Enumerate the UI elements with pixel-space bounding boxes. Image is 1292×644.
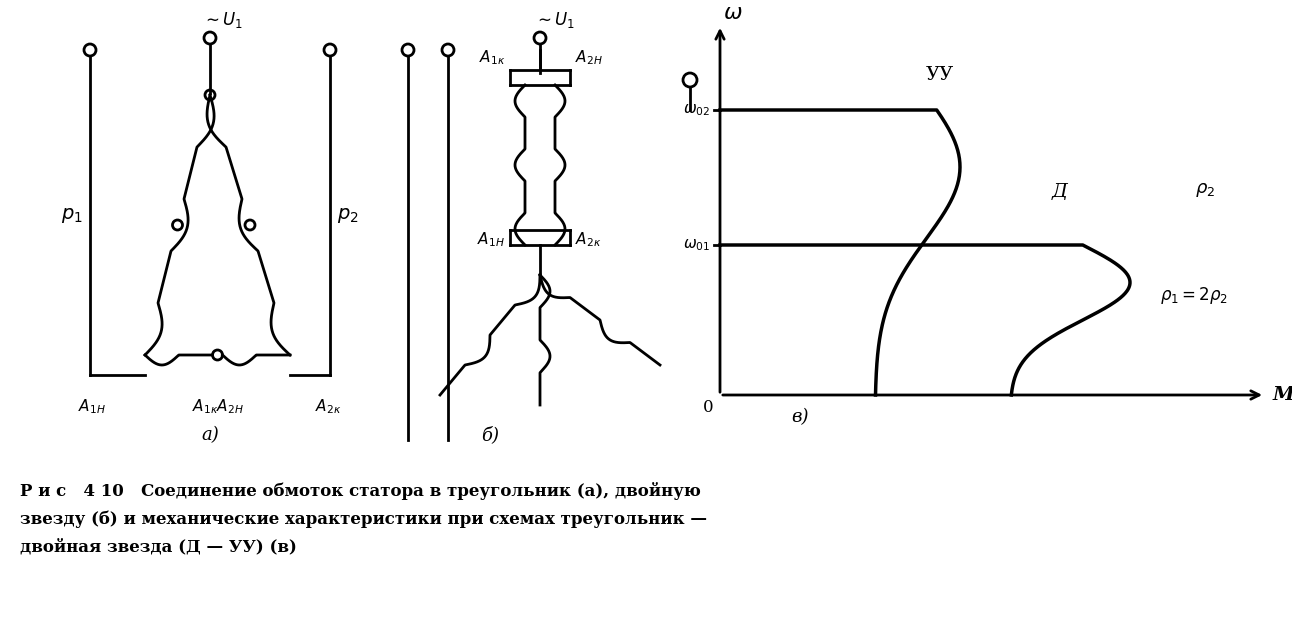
Text: в): в) — [791, 408, 809, 426]
Text: $A_{2H}$: $A_{2H}$ — [575, 48, 603, 67]
Text: $A_{1H}$: $A_{1H}$ — [477, 231, 505, 249]
Text: $p_2$: $p_2$ — [337, 205, 359, 225]
Text: $\rho_1{=}2\rho_2$: $\rho_1{=}2\rho_2$ — [1160, 285, 1229, 305]
Text: $p_1$: $p_1$ — [61, 205, 83, 225]
Text: Р и с   4 10   Соединение обмоток статора в треугольник (а), двойную: Р и с 4 10 Соединение обмоток статора в … — [19, 482, 700, 500]
Text: 0: 0 — [703, 399, 713, 415]
Text: Д: Д — [1052, 183, 1068, 201]
Text: $A_{2\kappa}$: $A_{2\kappa}$ — [315, 397, 341, 415]
Text: двойная звезда (Д — УУ) (в): двойная звезда (Д — УУ) (в) — [19, 538, 297, 555]
Text: $A_{2H}$: $A_{2H}$ — [216, 397, 243, 415]
Text: звезду (б) и механические характеристики при схемах треугольник —: звезду (б) и механические характеристики… — [19, 510, 707, 527]
Text: УУ: УУ — [926, 66, 953, 84]
Text: $A_{1\kappa}$: $A_{1\kappa}$ — [479, 48, 505, 67]
Text: $A_{1H}$: $A_{1H}$ — [78, 397, 106, 415]
Text: а): а) — [202, 426, 218, 444]
Text: $\rho_2$: $\rho_2$ — [1195, 181, 1216, 199]
Text: $\sim U_1$: $\sim U_1$ — [534, 10, 575, 30]
Text: $A_{1\kappa}$: $A_{1\kappa}$ — [193, 397, 218, 415]
Text: $A_{2\kappa}$: $A_{2\kappa}$ — [575, 231, 601, 249]
Text: $\omega_{02}$: $\omega_{02}$ — [682, 102, 711, 118]
Text: $\omega_{01}$: $\omega_{01}$ — [682, 237, 711, 253]
Text: $\sim U_1$: $\sim U_1$ — [202, 10, 243, 30]
Text: $\omega$: $\omega$ — [724, 2, 743, 24]
Text: M: M — [1273, 386, 1292, 404]
Text: б): б) — [481, 426, 499, 444]
